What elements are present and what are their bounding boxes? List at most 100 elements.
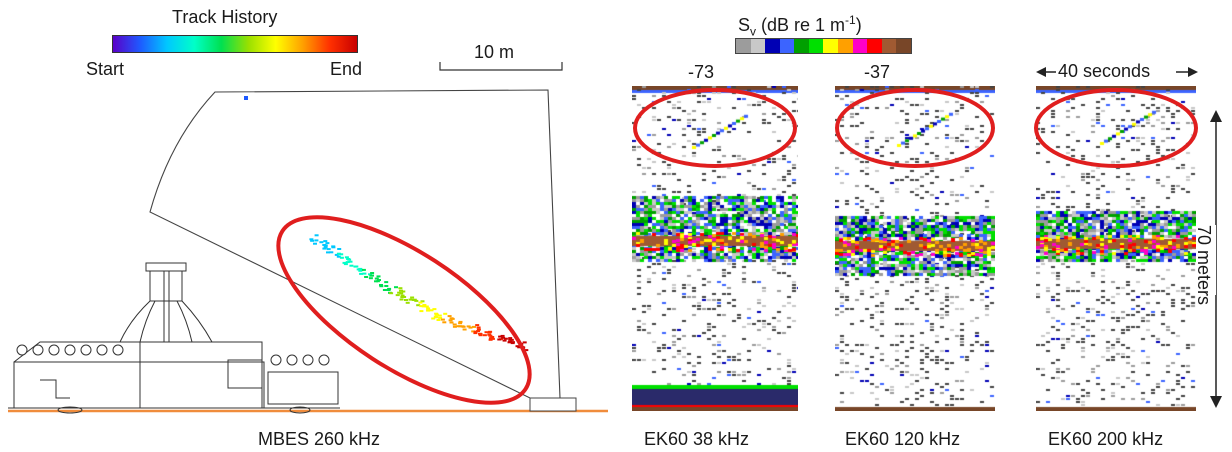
track-point bbox=[368, 277, 373, 280]
track-point bbox=[426, 307, 431, 310]
track-point bbox=[399, 292, 404, 295]
track-point bbox=[458, 320, 463, 323]
track-point bbox=[450, 317, 455, 320]
sonar-head-box bbox=[529, 397, 577, 412]
sv-colorbar-title: Sv (dB re 1 m-1) bbox=[738, 13, 862, 39]
sv-colorbar bbox=[735, 38, 912, 54]
track-point bbox=[473, 330, 478, 333]
track-point bbox=[405, 301, 410, 304]
track-point bbox=[442, 321, 447, 324]
track-point bbox=[447, 315, 452, 318]
track-point bbox=[443, 312, 448, 315]
caption-ek60-38: EK60 38 kHz bbox=[644, 429, 750, 449]
track-point bbox=[416, 304, 421, 307]
track-point bbox=[484, 331, 489, 334]
instrument-cap bbox=[302, 354, 314, 366]
instrument-cap bbox=[270, 354, 282, 366]
ek60-120-echogram bbox=[835, 86, 995, 411]
track-point bbox=[310, 239, 315, 242]
track-point bbox=[422, 304, 427, 306]
track-point bbox=[420, 300, 425, 303]
track-point bbox=[399, 289, 403, 292]
observatory-platform bbox=[8, 262, 340, 414]
sv-colorbar-swatch bbox=[794, 39, 809, 53]
track-point bbox=[476, 330, 480, 333]
track-point bbox=[438, 316, 443, 319]
track-point bbox=[347, 258, 352, 261]
track-point bbox=[452, 325, 457, 328]
sv-min-label: -73 bbox=[688, 62, 715, 82]
track-point bbox=[384, 281, 389, 284]
caption-mbes: MBES 260 kHz bbox=[258, 429, 381, 449]
track-point bbox=[440, 318, 445, 321]
track-point bbox=[426, 309, 431, 312]
track-point bbox=[487, 333, 492, 336]
track-point bbox=[431, 317, 436, 320]
track-point bbox=[331, 246, 336, 249]
track-point bbox=[498, 335, 503, 338]
track-point bbox=[313, 242, 317, 245]
track-point bbox=[389, 292, 394, 295]
track-point bbox=[475, 324, 480, 327]
track-point bbox=[524, 349, 529, 352]
track-point bbox=[401, 290, 406, 293]
track-point bbox=[354, 265, 359, 268]
track-point bbox=[488, 334, 493, 337]
track-point bbox=[382, 289, 387, 291]
track-point bbox=[323, 246, 328, 249]
instrument-cap bbox=[80, 344, 92, 356]
caption-ek60-200: EK60 200 kHz bbox=[1048, 429, 1164, 449]
track-point bbox=[424, 305, 429, 308]
track-point bbox=[348, 260, 353, 263]
track-point bbox=[336, 255, 341, 258]
instrument-cap bbox=[286, 354, 298, 366]
track-point bbox=[394, 286, 398, 289]
track-point bbox=[456, 325, 461, 328]
track-point bbox=[507, 341, 512, 344]
sv-colorbar-swatch bbox=[867, 39, 882, 53]
sv-colorbar-swatch bbox=[838, 39, 853, 53]
track-point bbox=[487, 331, 492, 334]
track-point bbox=[339, 256, 344, 259]
fish-track-points bbox=[244, 96, 529, 352]
track-point bbox=[419, 305, 424, 308]
track-point bbox=[329, 251, 334, 254]
track-point bbox=[384, 285, 389, 287]
track-point bbox=[358, 267, 363, 270]
track-point bbox=[421, 305, 426, 308]
mbes-highlight-ellipse bbox=[276, 215, 532, 405]
track-point bbox=[345, 261, 350, 264]
track-point bbox=[509, 338, 514, 341]
track-history-title: Track History bbox=[172, 7, 278, 27]
instrument-cap bbox=[64, 344, 76, 356]
track-point bbox=[370, 274, 374, 277]
instrument-cap bbox=[16, 344, 28, 356]
track-point bbox=[466, 325, 471, 328]
track-point bbox=[408, 298, 413, 301]
depth-scale-arrow bbox=[1210, 110, 1222, 408]
track-point bbox=[471, 330, 476, 333]
track-point bbox=[418, 301, 423, 304]
time-scale-arrow bbox=[1036, 67, 1198, 77]
track-point bbox=[437, 314, 442, 317]
track-point bbox=[337, 248, 342, 250]
track-point bbox=[368, 273, 372, 276]
track-point bbox=[448, 319, 453, 322]
instrument-cap bbox=[48, 344, 60, 356]
echogram-highlight-ellipses bbox=[633, 88, 1198, 168]
track-point bbox=[436, 319, 441, 321]
track-point bbox=[349, 264, 354, 267]
sv-colorbar-swatch bbox=[779, 39, 795, 53]
track-point bbox=[429, 309, 434, 312]
track-point bbox=[399, 298, 404, 301]
track-point bbox=[478, 334, 483, 337]
sv-colorbar-swatch bbox=[750, 39, 766, 53]
track-history-start-label: Start bbox=[86, 59, 125, 79]
track-point bbox=[386, 289, 391, 291]
track-point bbox=[314, 239, 319, 242]
track-point bbox=[374, 280, 378, 283]
track-point bbox=[319, 241, 324, 244]
track-history-end-label: End bbox=[330, 59, 363, 79]
platform-instruments bbox=[16, 344, 330, 366]
